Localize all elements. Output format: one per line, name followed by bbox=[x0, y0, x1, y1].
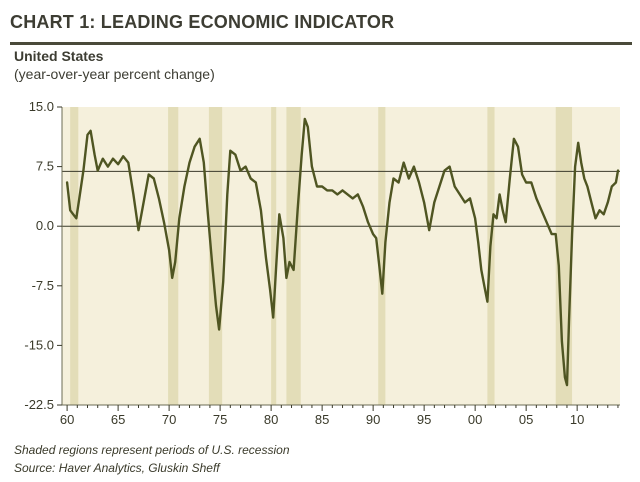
y-tick-label: -15.0 bbox=[24, 337, 54, 352]
reference-lines bbox=[62, 170, 620, 227]
x-tick-label: 65 bbox=[111, 412, 125, 427]
recession-band-1 bbox=[70, 107, 79, 405]
x-tick-label: 05 bbox=[519, 412, 533, 427]
x-tick-label: 95 bbox=[417, 412, 431, 427]
source-note: Source: Haver Analytics, Gluskin Sheff bbox=[14, 461, 220, 475]
recession-band-4 bbox=[271, 107, 277, 405]
x-tick-label: 75 bbox=[213, 412, 227, 427]
chart-title: CHART 1: LEADING ECONOMIC INDICATOR bbox=[10, 12, 395, 32]
y-tick-label: 0.0 bbox=[36, 218, 54, 233]
x-tick-label: 80 bbox=[264, 412, 278, 427]
x-tick-label: 10 bbox=[570, 412, 584, 427]
recession-band-6 bbox=[378, 107, 386, 405]
series-line-leading-indicator bbox=[65, 117, 620, 387]
y-tick-label: -22.5 bbox=[24, 397, 54, 412]
x-tick-label: 00 bbox=[468, 412, 482, 427]
title-rule bbox=[10, 42, 632, 45]
x-tick-label: 70 bbox=[162, 412, 176, 427]
y-tick-label: 7.5 bbox=[36, 159, 54, 174]
chart-subtitle: United States bbox=[14, 48, 104, 64]
y-tick-label: -7.5 bbox=[32, 278, 54, 293]
recession-band-2 bbox=[168, 107, 179, 405]
x-tick-label: 60 bbox=[60, 412, 74, 427]
x-tick-label: 90 bbox=[366, 412, 380, 427]
plot-area bbox=[62, 107, 620, 405]
chart-units: (year-over-year percent change) bbox=[14, 66, 215, 82]
x-tick-label: 85 bbox=[315, 412, 329, 427]
y-tick-label: 15.0 bbox=[29, 99, 54, 114]
axes: 15.0 7.5 0.0 -7.5 -15.0 -22.5 60 65 70 75 80 85 90 95… bbox=[24, 99, 620, 427]
recession-note: Shaded regions represent periods of U.S.… bbox=[14, 443, 290, 457]
series-group bbox=[65, 117, 620, 387]
